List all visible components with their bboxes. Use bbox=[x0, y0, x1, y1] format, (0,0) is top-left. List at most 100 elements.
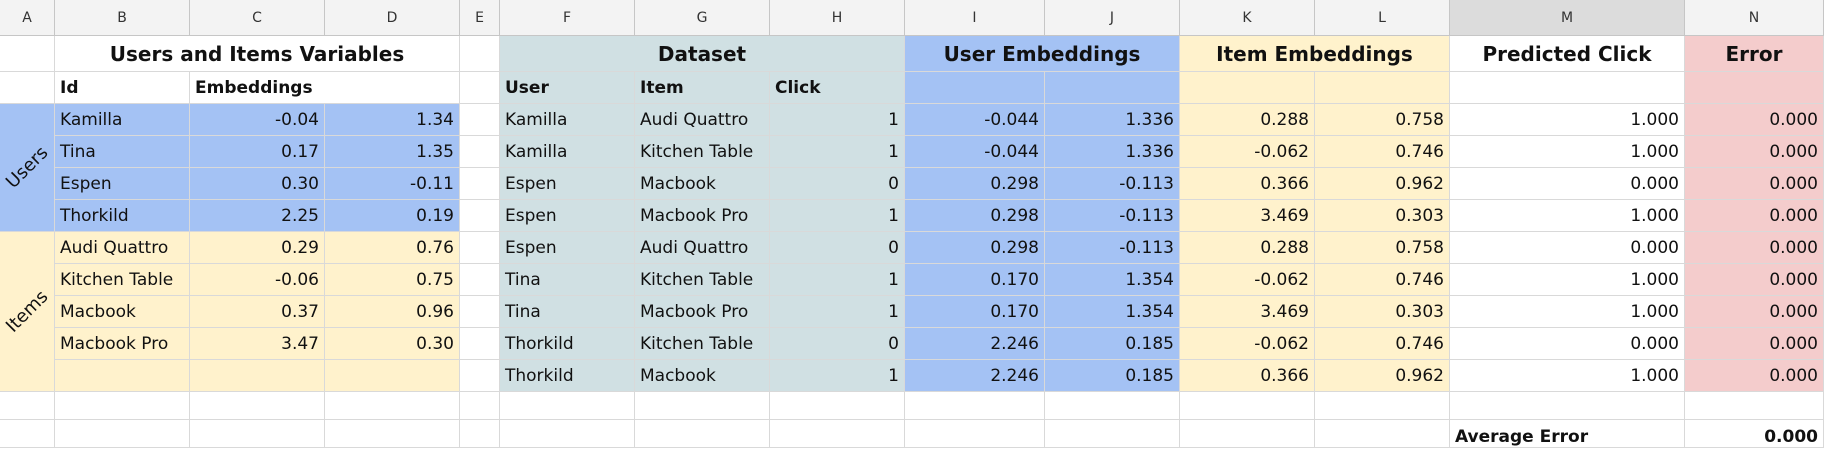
dataset-click[interactable]: 1 bbox=[770, 104, 905, 136]
variable-embedding-2[interactable]: 1.34 bbox=[325, 104, 460, 136]
predicted-click[interactable]: 0.000 bbox=[1450, 328, 1685, 360]
variable-name[interactable]: Audi Quattro bbox=[55, 232, 190, 264]
error-value[interactable]: 0.000 bbox=[1685, 104, 1824, 136]
error-value[interactable]: 0.000 bbox=[1685, 168, 1824, 200]
user-embedding-2[interactable]: 1.354 bbox=[1045, 264, 1180, 296]
variable-name[interactable]: Thorkild bbox=[55, 200, 190, 232]
error-value[interactable]: 0.000 bbox=[1685, 136, 1824, 168]
cell-e2[interactable] bbox=[460, 72, 500, 104]
title-predicted-click[interactable]: Predicted Click bbox=[1450, 36, 1685, 72]
predicted-click[interactable]: 1.000 bbox=[1450, 136, 1685, 168]
variable-name[interactable]: Tina bbox=[55, 136, 190, 168]
variable-name[interactable]: Macbook bbox=[55, 296, 190, 328]
variable-embedding-2[interactable]: -0.11 bbox=[325, 168, 460, 200]
cell-empty[interactable] bbox=[1315, 392, 1450, 420]
dataset-click[interactable]: 1 bbox=[770, 136, 905, 168]
predicted-click[interactable]: 1.000 bbox=[1450, 264, 1685, 296]
column-header-l[interactable]: L bbox=[1315, 0, 1450, 36]
item-embedding-1[interactable]: -0.062 bbox=[1180, 264, 1315, 296]
cell-empty[interactable] bbox=[635, 420, 770, 448]
item-embedding-2[interactable]: 0.758 bbox=[1315, 232, 1450, 264]
predicted-click[interactable]: 1.000 bbox=[1450, 104, 1685, 136]
header-id[interactable]: Id bbox=[55, 72, 190, 104]
dataset-item[interactable]: Macbook Pro bbox=[635, 200, 770, 232]
variable-name[interactable]: Kitchen Table bbox=[55, 264, 190, 296]
item-embedding-2[interactable]: 0.746 bbox=[1315, 328, 1450, 360]
item-embedding-1[interactable]: -0.062 bbox=[1180, 136, 1315, 168]
user-embedding-1[interactable]: 0.298 bbox=[905, 168, 1045, 200]
error-value[interactable]: 0.000 bbox=[1685, 232, 1824, 264]
column-header-d[interactable]: D bbox=[325, 0, 460, 36]
header-item[interactable]: Item bbox=[635, 72, 770, 104]
user-embedding-2[interactable]: 1.336 bbox=[1045, 136, 1180, 168]
variable-embedding-1[interactable]: -0.06 bbox=[190, 264, 325, 296]
cell-empty[interactable] bbox=[0, 392, 55, 420]
item-embedding-2[interactable]: 0.303 bbox=[1315, 296, 1450, 328]
group-users[interactable]: Users bbox=[0, 104, 55, 232]
user-embedding-2[interactable]: -0.113 bbox=[1045, 168, 1180, 200]
dataset-item[interactable]: Kitchen Table bbox=[635, 136, 770, 168]
dataset-user[interactable]: Espen bbox=[500, 168, 635, 200]
user-embedding-1[interactable]: -0.044 bbox=[905, 136, 1045, 168]
cell-empty[interactable] bbox=[325, 420, 460, 448]
dataset-click[interactable]: 1 bbox=[770, 264, 905, 296]
cell-empty[interactable] bbox=[1045, 420, 1180, 448]
user-embedding-2[interactable]: 1.336 bbox=[1045, 104, 1180, 136]
dataset-click[interactable]: 1 bbox=[770, 296, 905, 328]
variable-embedding-1[interactable]: 0.29 bbox=[190, 232, 325, 264]
dataset-item[interactable]: Kitchen Table bbox=[635, 264, 770, 296]
dataset-item[interactable]: Audi Quattro bbox=[635, 104, 770, 136]
item-embedding-1[interactable]: -0.062 bbox=[1180, 328, 1315, 360]
column-header-a[interactable]: A bbox=[0, 0, 55, 36]
cell-empty[interactable] bbox=[55, 360, 190, 392]
dataset-click[interactable]: 1 bbox=[770, 200, 905, 232]
column-header-c[interactable]: C bbox=[190, 0, 325, 36]
cell-empty[interactable] bbox=[770, 420, 905, 448]
user-embedding-2[interactable]: -0.113 bbox=[1045, 200, 1180, 232]
cell-empty[interactable] bbox=[460, 200, 500, 232]
dataset-item[interactable]: Macbook bbox=[635, 360, 770, 392]
predicted-click[interactable]: 0.000 bbox=[1450, 232, 1685, 264]
cell-empty[interactable] bbox=[325, 392, 460, 420]
dataset-item[interactable]: Audi Quattro bbox=[635, 232, 770, 264]
dataset-click[interactable]: 1 bbox=[770, 360, 905, 392]
cell-n2[interactable] bbox=[1685, 72, 1824, 104]
cell-empty[interactable] bbox=[1045, 392, 1180, 420]
title-error[interactable]: Error bbox=[1685, 36, 1824, 72]
user-embedding-2[interactable]: 0.185 bbox=[1045, 328, 1180, 360]
dataset-click[interactable]: 0 bbox=[770, 168, 905, 200]
cell-empty[interactable] bbox=[635, 392, 770, 420]
cell-a2[interactable] bbox=[0, 72, 55, 104]
item-embedding-2[interactable]: 0.746 bbox=[1315, 136, 1450, 168]
item-embedding-1[interactable]: 3.469 bbox=[1180, 200, 1315, 232]
cell-empty[interactable] bbox=[325, 360, 460, 392]
dataset-click[interactable]: 0 bbox=[770, 232, 905, 264]
user-embedding-1[interactable]: 0.170 bbox=[905, 296, 1045, 328]
dataset-user[interactable]: Kamilla bbox=[500, 104, 635, 136]
item-embedding-1[interactable]: 3.469 bbox=[1180, 296, 1315, 328]
error-value[interactable]: 0.000 bbox=[1685, 200, 1824, 232]
cell-empty[interactable] bbox=[460, 104, 500, 136]
header-user[interactable]: User bbox=[500, 72, 635, 104]
user-embedding-2[interactable]: 1.354 bbox=[1045, 296, 1180, 328]
title-dataset[interactable]: Dataset bbox=[500, 36, 905, 72]
column-header-g[interactable]: G bbox=[635, 0, 770, 36]
cell-empty[interactable] bbox=[460, 392, 500, 420]
dataset-user[interactable]: Kamilla bbox=[500, 136, 635, 168]
cell-empty[interactable] bbox=[905, 392, 1045, 420]
cell-empty[interactable] bbox=[460, 264, 500, 296]
user-embedding-1[interactable]: 2.246 bbox=[905, 328, 1045, 360]
cell-empty[interactable] bbox=[460, 136, 500, 168]
cell-k2[interactable] bbox=[1180, 72, 1315, 104]
title-user-embeddings[interactable]: User Embeddings bbox=[905, 36, 1180, 72]
title-users-items[interactable]: Users and Items Variables bbox=[55, 36, 460, 72]
variable-embedding-2[interactable]: 0.19 bbox=[325, 200, 460, 232]
variable-embedding-1[interactable]: 2.25 bbox=[190, 200, 325, 232]
cell-empty[interactable] bbox=[190, 392, 325, 420]
column-header-k[interactable]: K bbox=[1180, 0, 1315, 36]
item-embedding-2[interactable]: 0.962 bbox=[1315, 360, 1450, 392]
average-error-value[interactable]: 0.000 bbox=[1685, 420, 1824, 448]
item-embedding-2[interactable]: 0.962 bbox=[1315, 168, 1450, 200]
variable-embedding-2[interactable]: 1.35 bbox=[325, 136, 460, 168]
